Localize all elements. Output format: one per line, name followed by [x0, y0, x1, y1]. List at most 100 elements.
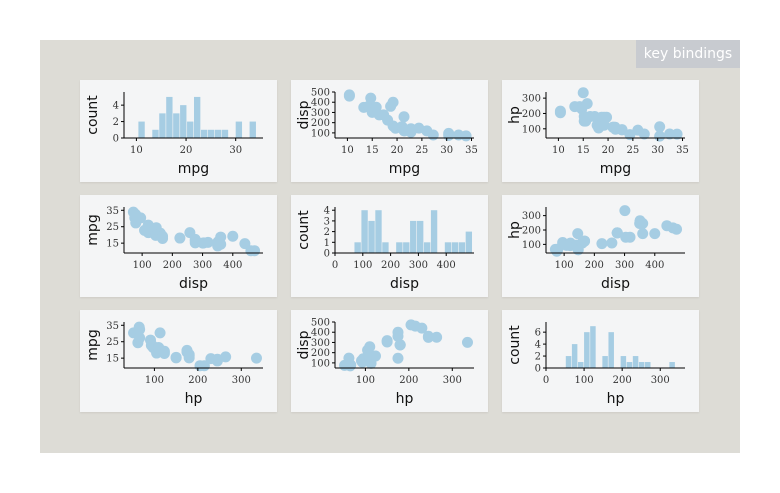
x-tick-label: 30: [651, 145, 664, 156]
x-tick-label: 25: [416, 145, 429, 156]
y-tick-label: 300: [522, 94, 541, 105]
x-tick-label: 20: [391, 145, 404, 156]
scatter-point: [581, 98, 593, 110]
y-tick-label: 6: [535, 328, 541, 339]
x-axis-label: mpg: [178, 161, 209, 177]
x-tick-label: 10: [341, 145, 354, 156]
x-tick-label: 100: [356, 375, 375, 386]
x-tick-label: 100: [133, 260, 152, 271]
y-tick-label: 0: [113, 134, 119, 145]
x-tick-label: 30: [229, 145, 242, 156]
scatter-point: [422, 330, 434, 342]
x-tick-label: 20: [180, 145, 193, 156]
y-axis-label: disp: [296, 100, 312, 129]
histogram-bar: [638, 362, 645, 368]
scatter-point: [572, 228, 584, 240]
y-tick-label: 15: [106, 354, 119, 365]
y-tick-label: 1: [324, 238, 330, 249]
y-tick-label: 300: [311, 338, 330, 349]
panel-hp-histogram[interactable]: 0 100 200 300 0 2 4 6 hp count: [502, 310, 699, 412]
scatter-point: [369, 350, 381, 362]
y-tick-label: 2: [113, 117, 119, 128]
x-tick-label: 200: [585, 260, 604, 271]
y-tick-label: 4: [535, 340, 541, 351]
x-tick-label: 35: [676, 145, 689, 156]
y-tick-label: 0: [324, 249, 330, 260]
x-axis-label: disp: [390, 276, 419, 292]
histogram-bar: [207, 129, 215, 138]
panel-mpg-histogram[interactable]: 10 20 30 0 2 4 mpg count: [80, 80, 277, 182]
histogram-bar: [417, 220, 424, 253]
x-tick-label: 10: [552, 145, 565, 156]
x-tick-label: 200: [188, 375, 207, 386]
chart-svg: 100 200 300 400 100 200 300 disp hp: [507, 205, 685, 292]
y-axis-label: mpg: [85, 214, 101, 245]
y-tick-label: 0: [535, 364, 541, 375]
y-tick-label: 100: [522, 124, 541, 135]
x-axis-label: hp: [396, 391, 414, 407]
scatter-point: [461, 336, 473, 348]
histogram-bar: [368, 220, 375, 253]
x-tick-label: 200: [163, 260, 182, 271]
x-tick-label: 35: [465, 145, 478, 156]
panel-hp-mpg-scatter[interactable]: 100 200 300 15 25 35 hp mpg: [80, 310, 277, 412]
histogram-bar: [608, 332, 614, 368]
x-tick-label: 100: [575, 375, 594, 386]
histogram-bar: [235, 121, 243, 138]
y-tick-label: 25: [106, 337, 119, 348]
scatter-point: [405, 123, 417, 135]
x-axis-label: hp: [185, 391, 203, 407]
x-tick-label: 300: [443, 375, 462, 386]
y-tick-label: 200: [311, 348, 330, 359]
x-axis-label: mpg: [600, 161, 631, 177]
histogram-bar: [200, 129, 208, 138]
x-tick-label: 100: [555, 260, 574, 271]
y-axis-label: count: [507, 325, 523, 365]
histogram-bar: [565, 356, 572, 368]
y-axis-label: mpg: [85, 329, 101, 360]
scatter-point: [637, 218, 649, 230]
scatter-point: [211, 353, 223, 365]
panel-hp-disp-scatter[interactable]: 100 200 300 100 200 300 400 500 hp disp: [291, 310, 488, 412]
y-axis-label: count: [85, 95, 101, 135]
y-tick-label: 35: [106, 206, 119, 217]
y-tick-label: 400: [311, 98, 330, 109]
histogram-bar: [645, 362, 651, 368]
scatter-point: [649, 228, 661, 240]
panel-mpg-disp-scatter[interactable]: 10 15 20 25 30 35 100 200 300 400 500 mpg disp: [291, 80, 488, 182]
scatter-point: [654, 130, 666, 142]
scatter-point: [387, 96, 399, 108]
histogram-bar: [458, 242, 466, 253]
scatter-point: [392, 352, 404, 364]
x-tick-label: 20: [602, 145, 615, 156]
y-tick-label: 300: [522, 211, 541, 222]
panel-disp-hp-scatter[interactable]: 100 200 300 400 100 200 300 disp hp: [502, 195, 699, 297]
histogram-bar: [571, 344, 578, 368]
x-axis-label: disp: [601, 276, 630, 292]
chart-svg: 100 200 300 15 25 35 hp mpg: [85, 321, 263, 407]
histogram-bar: [584, 332, 590, 368]
scatter-point: [202, 236, 214, 248]
histogram-bar: [193, 96, 201, 138]
histogram-bar: [214, 129, 222, 138]
key-bindings-button[interactable]: key bindings: [636, 40, 740, 68]
x-tick-label: 200: [613, 375, 632, 386]
histogram-bar: [166, 96, 173, 138]
scatter-point: [343, 90, 355, 102]
histogram-bar: [375, 210, 382, 253]
y-axis-label: count: [296, 210, 312, 250]
histogram-bar: [159, 113, 166, 138]
histogram-bar: [451, 242, 459, 253]
panel-disp-mpg-scatter[interactable]: 100 200 300 400 15 25 35 disp mpg: [80, 195, 277, 297]
scatter-point: [250, 352, 262, 364]
panel-disp-histogram[interactable]: 0 100 200 300 400 0 1 2 3 4 disp count: [291, 195, 488, 297]
scatter-point: [134, 324, 146, 336]
panel-mpg-hp-scatter[interactable]: 10 15 20 25 30 35 100 200 300 mpg hp: [502, 80, 699, 182]
histogram-bar: [403, 242, 410, 253]
scatter-point: [394, 339, 406, 351]
scatter-point: [215, 238, 227, 250]
histogram-bar: [361, 210, 368, 253]
